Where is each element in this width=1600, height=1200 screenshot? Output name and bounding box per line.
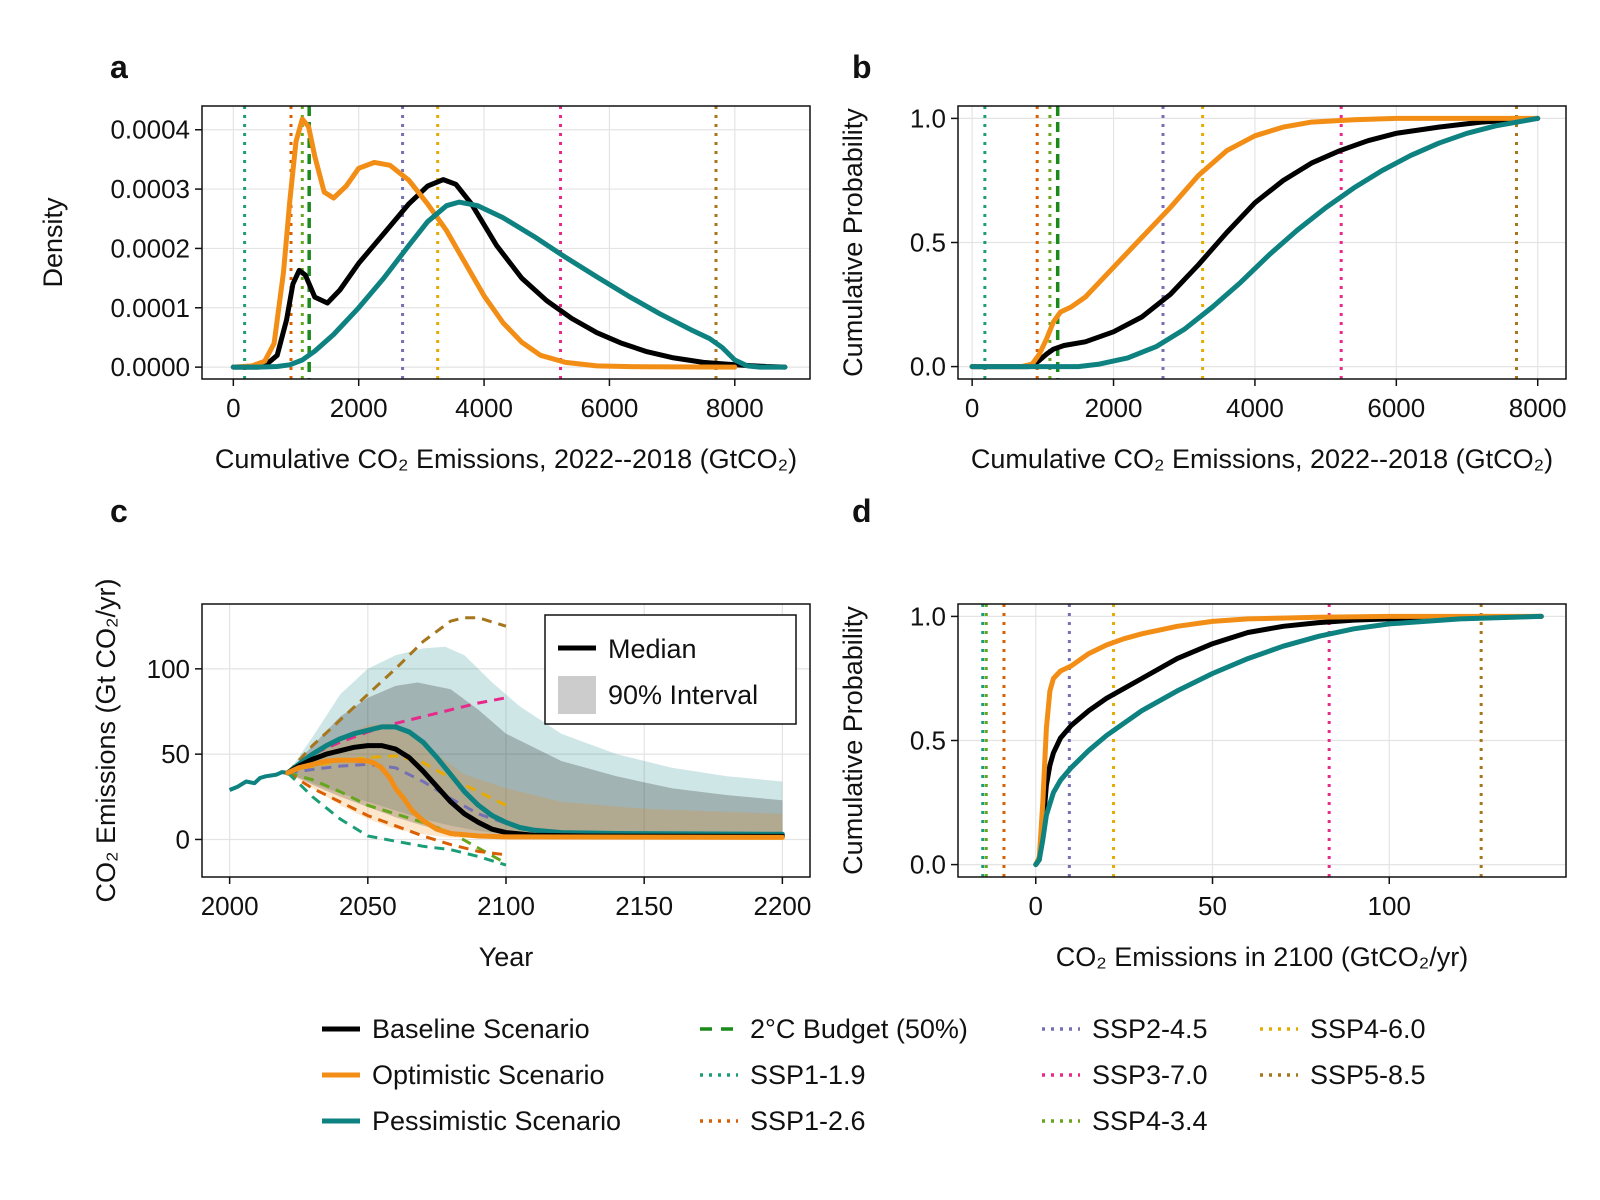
y-tick-label: 0.0	[910, 352, 946, 382]
ssp460-legend-label: SSP4-6.0	[1310, 1014, 1426, 1044]
y-tick-label: 0.5	[910, 726, 946, 756]
x-tick-label: 8000	[706, 393, 764, 423]
baseline-interval-band	[287, 682, 783, 839]
x-tick-label: 2200	[753, 891, 811, 921]
baseline-curve	[230, 177, 788, 370]
panel-a-curves	[230, 116, 788, 370]
pessimistic-curve	[1033, 613, 1544, 868]
x-tick-label: 8000	[1509, 393, 1567, 423]
panel-a-chart: 0 2000 4000 6000 8000 0.0000 0.0001 0.0002 0.000…	[38, 105, 811, 474]
optimistic-curve	[1033, 613, 1544, 868]
y-tick-label: 0.0	[910, 850, 946, 880]
pessimistic-curve	[969, 115, 1541, 370]
y-tick-label: 1.0	[910, 601, 946, 631]
pessimistic-curve	[285, 724, 785, 837]
panel-d-grid	[958, 604, 1566, 877]
panel-c-legend-interval-swatch	[558, 676, 596, 714]
ssp245-pathway	[287, 762, 507, 825]
x-tick-label: 2000	[201, 891, 259, 921]
y-tick-label: 0.0000	[110, 352, 190, 382]
x-tick-label: 6000	[581, 393, 639, 423]
historical-emissions-curve	[228, 770, 288, 792]
y-tick-label: 1.0	[910, 103, 946, 133]
x-tick-label: 50	[1198, 891, 1227, 921]
panel-d-xlabel: CO₂ Emissions in 2100 (GtCO₂/yr)	[1056, 942, 1469, 972]
baseline-curve	[969, 115, 1541, 370]
x-tick-label: 2150	[615, 891, 673, 921]
panel-a-frame	[201, 105, 811, 380]
panel-c-curves	[228, 724, 785, 840]
panel-d-letter: d	[852, 493, 872, 529]
panel-d-curves	[1033, 613, 1544, 868]
x-tick-label: 2000	[1085, 393, 1143, 423]
y-tick-label: 0.5	[910, 228, 946, 258]
pessimistic-legend-label: Pessimistic Scenario	[372, 1106, 621, 1136]
baseline-curve	[285, 743, 785, 839]
y-tick-label: 0.0002	[110, 233, 190, 263]
ssp126-legend-label: SSP1-2.6	[750, 1106, 866, 1136]
panel-a-ylabel: Density	[38, 197, 68, 288]
optimistic-curve	[969, 115, 1541, 370]
panel-d-reference-lines	[981, 604, 1483, 877]
panel-a-letter: a	[110, 49, 128, 85]
budget-legend-label: 2°C Budget (50%)	[750, 1014, 968, 1044]
panel-c-legend-interval: 90% Interval	[608, 680, 758, 710]
baseline-curve	[1033, 613, 1544, 868]
ssp585-pathway	[286, 616, 507, 774]
panel-c-ylabel: CO₂ Emissions (Gt CO₂/yr)	[91, 579, 121, 903]
panel-c-xlabel: Year	[479, 942, 534, 972]
panel-b-ticks: 0 2000 4000 6000 8000 0.0 0.5 1.0	[910, 103, 1567, 423]
panel-b-chart: 0 2000 4000 6000 8000 0.0 0.5 1.0 Cumulative CO…	[838, 103, 1567, 474]
y-tick-label: 50	[161, 739, 190, 769]
panel-a-xlabel: Cumulative CO₂ Emissions, 2022--2018 (Gt…	[215, 444, 797, 474]
panel-d-ylabel: Cumulative Probability	[838, 606, 868, 875]
baseline-legend-label: Baseline Scenario	[372, 1014, 590, 1044]
x-tick-label: 2000	[330, 393, 388, 423]
pessimistic-interval-band	[287, 646, 783, 836]
panel-c-legend: Median 90% Interval	[544, 614, 797, 725]
x-tick-label: 4000	[1226, 393, 1284, 423]
ssp434-legend-label: SSP4-3.4	[1092, 1106, 1208, 1136]
y-tick-label: 0	[176, 824, 190, 854]
panel-c-chart: 2000 2050 2100 2150 2200 0 50 100 Year CO₂ Emis…	[91, 579, 811, 972]
panel-a-ticks: 0 2000 4000 6000 8000 0.0000 0.0001 0.0002 0.000…	[110, 115, 763, 423]
x-tick-label: 0	[1029, 891, 1043, 921]
ssp434-pathway	[287, 771, 507, 865]
optimistic-legend-label: Optimistic Scenario	[372, 1060, 605, 1090]
ssp245-legend-label: SSP2-4.5	[1092, 1014, 1208, 1044]
ssp126-pathway	[286, 771, 507, 857]
pessimistic-curve	[230, 199, 788, 370]
ssp370-legend-label: SSP3-7.0	[1092, 1060, 1208, 1090]
panel-d-ticks: 0 50 100 0.0 0.5 1.0	[910, 601, 1411, 921]
panel-a-reference-lines	[243, 106, 718, 379]
panel-c-ticks: 2000 2050 2100 2150 2200 0 50 100	[147, 654, 812, 921]
optimistic-curve	[230, 116, 738, 370]
panel-c-letter: c	[110, 493, 128, 529]
panel-b-xlabel: Cumulative CO₂ Emissions, 2022--2018 (Gt…	[971, 444, 1553, 474]
y-tick-label: 100	[147, 654, 190, 684]
panel-c-legend-median: Median	[608, 634, 697, 664]
main-legend: Baseline Scenario Optimistic Scenario Pess…	[322, 1014, 1426, 1136]
x-tick-label: 2050	[339, 891, 397, 921]
optimistic-curve	[285, 757, 785, 840]
x-tick-label: 100	[1368, 891, 1411, 921]
y-tick-label: 0.0001	[110, 293, 190, 323]
panel-b-letter: b	[852, 49, 872, 85]
y-tick-label: 0.0004	[110, 115, 190, 145]
ssp119-pathway	[286, 771, 507, 867]
x-tick-label: 2100	[477, 891, 535, 921]
x-tick-label: 4000	[455, 393, 513, 423]
panel-b-curves	[969, 115, 1541, 370]
ssp119-legend-label: SSP1-1.9	[750, 1060, 866, 1090]
x-tick-label: 6000	[1367, 393, 1425, 423]
panel-b-ylabel: Cumulative Probability	[838, 108, 868, 377]
x-tick-label: 0	[226, 393, 240, 423]
panel-d-chart: 0 50 100 0.0 0.5 1.0 CO₂ Emissions in 2100 (G…	[838, 601, 1567, 972]
y-tick-label: 0.0003	[110, 174, 190, 204]
x-tick-label: 0	[965, 393, 979, 423]
ssp585-legend-label: SSP5-8.5	[1310, 1060, 1426, 1090]
